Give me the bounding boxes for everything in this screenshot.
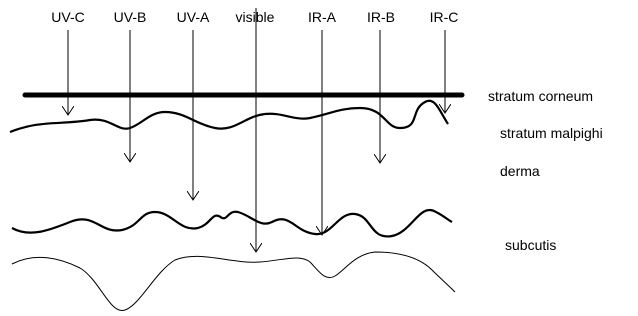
malpighi-boundary (10, 101, 448, 132)
layer-label: stratum corneum (488, 88, 593, 104)
ray-label: IR-B (367, 9, 395, 25)
layer-label: derma (500, 163, 540, 179)
layer-label: stratum malpighi (500, 125, 603, 141)
skin-diagram: UV-C UV-B UV-A visible IR-A IR-B IR-C st… (0, 0, 638, 316)
ray-label: UV-A (177, 9, 210, 25)
ray-label: IR-C (430, 9, 459, 25)
subcutis-boundary (12, 210, 452, 236)
ray-label: UV-B (114, 9, 147, 25)
ray-label: IR-A (308, 9, 337, 25)
layer-label: subcutis (505, 237, 556, 253)
bottom-line (12, 252, 455, 310)
ray-label: visible (236, 9, 275, 25)
page: UV-C UV-B UV-A visible IR-A IR-B IR-C st… (0, 0, 638, 316)
ray-label: UV-C (51, 9, 84, 25)
